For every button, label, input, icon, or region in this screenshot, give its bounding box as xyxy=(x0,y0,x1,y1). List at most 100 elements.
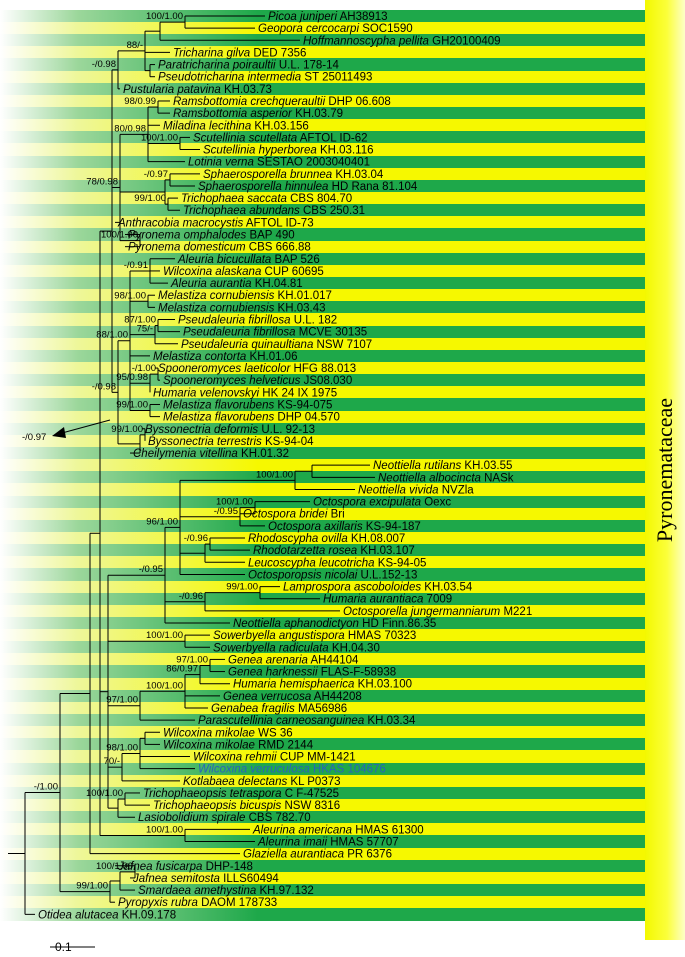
row-band xyxy=(0,9,645,23)
taxon-voucher: KH.03.79 xyxy=(292,108,343,120)
arrow-head xyxy=(52,427,66,438)
taxon-label: Cheilymenia vitellina KH.01.32 xyxy=(133,448,289,460)
taxon-label: Ramsbottomia asperior KH.03.79 xyxy=(173,108,343,120)
taxon-voucher: Oexc xyxy=(421,497,451,509)
support-value: 98/0.99 xyxy=(124,96,156,107)
row-band xyxy=(0,398,645,412)
support-value: 100/1.00 xyxy=(146,824,183,835)
row-band xyxy=(0,544,645,557)
support-value: 100/1.00 xyxy=(216,497,253,508)
taxon-voucher: KH.01.06 xyxy=(246,351,297,363)
support-value: 99/1.00 xyxy=(116,400,148,411)
taxon-name: Melastiza contorta xyxy=(153,351,246,363)
row-band xyxy=(0,22,645,35)
taxon-name: Pyropyxis rubra xyxy=(118,897,198,909)
taxon-label: Octosporella jungermanniarum M221 xyxy=(343,606,532,618)
taxon-label: Tricharina gilva DED 7356 xyxy=(173,47,306,59)
taxon-label: Neottiella vivida NVZla xyxy=(358,484,474,496)
taxon-voucher: NVZla xyxy=(439,484,475,496)
taxon-label: Genea arenaria AH44104 xyxy=(228,654,359,666)
arrow-shaft xyxy=(61,419,111,434)
taxon-name: Humaria velenovskyi xyxy=(153,387,260,399)
taxon-name: Jafnea fusicarpa xyxy=(117,861,202,873)
support-value: 96/1.00 xyxy=(146,516,178,527)
taxon-voucher: WS 36 xyxy=(255,727,293,739)
support-value: 95/0.98 xyxy=(116,372,148,383)
taxon-voucher: HD Finn.86.35 xyxy=(359,618,436,630)
taxon-voucher: AFTOL ID-73 xyxy=(243,217,313,229)
taxon-label: Scutellinia hyperborea KH.03.116 xyxy=(203,145,373,157)
taxon-voucher: Bri xyxy=(327,509,344,521)
taxon-label: Jafnea semitosta ILLS60494 xyxy=(132,873,279,885)
taxon-label: Trichophaeopsis bicuspis NSW 8316 xyxy=(153,800,340,812)
taxon-name: Byssonectria terrestris xyxy=(148,436,262,448)
row-band xyxy=(0,289,645,302)
support-value: 99/1.00 xyxy=(226,582,258,593)
taxon-name: Sowerbyella angustispora xyxy=(213,630,345,642)
taxon-voucher: KH.03.04 xyxy=(332,169,384,181)
taxon-name: Miladina lecithina xyxy=(163,120,251,132)
row-band xyxy=(0,277,645,290)
row-band xyxy=(0,264,645,278)
row-band xyxy=(0,192,645,205)
taxon-voucher: PR 6376 xyxy=(344,849,392,861)
taxon-name: Glaziella aurantiaca xyxy=(243,849,344,861)
support-value: 99/1.00 xyxy=(134,193,166,204)
taxon-label: Glaziella aurantiaca PR 6376 xyxy=(243,849,392,861)
support-value: 86/0.97 xyxy=(166,664,198,675)
taxon-voucher: AH44208 xyxy=(311,691,362,703)
taxon-voucher: HMAS 57707 xyxy=(327,837,399,849)
taxon-name: Kotlabaea delectans xyxy=(183,776,287,788)
taxon-label: Pseudaleuria fibrillosa U.L. 182 xyxy=(178,315,337,327)
support-value: -/0.98 xyxy=(92,59,116,70)
taxon-name: Picoa juniperi xyxy=(268,11,337,23)
taxon-voucher: AFTOL ID-62 xyxy=(297,132,367,144)
support-value: 98/1.00 xyxy=(106,743,138,754)
row-band xyxy=(0,313,645,327)
row-band xyxy=(0,240,645,254)
row-band xyxy=(0,592,645,606)
row-band xyxy=(0,750,645,764)
taxon-label: Pustularia patavina KH.03.73 xyxy=(123,84,272,96)
row-band xyxy=(0,799,645,812)
taxon-name: Genea harknessii xyxy=(228,667,318,679)
taxon-label: Melastiza contorta KH.01.06 xyxy=(153,351,297,363)
taxon-label: Humaria aurantiaca 7009 xyxy=(323,594,452,606)
row-band xyxy=(0,738,645,751)
taxon-voucher: KH.03.54 xyxy=(421,582,473,594)
support-value: -/1.00 xyxy=(34,782,58,793)
row-band xyxy=(0,859,645,873)
taxon-name: Aleuria aurantia xyxy=(170,278,252,290)
taxon-voucher: DHP-148 xyxy=(202,861,253,873)
row-band xyxy=(0,119,645,132)
taxon-voucher: CUP MM-1421 xyxy=(277,752,356,764)
row-band xyxy=(0,629,645,642)
taxon-label: Pyronema omphalodes BAP 490 xyxy=(128,230,295,242)
taxon-name: Ramsbottomia crechqueraultii xyxy=(173,96,326,108)
taxon-label: Aleurina imaii HMAS 57707 xyxy=(257,837,399,849)
taxon-name: Paratricharina poiraultii xyxy=(158,60,276,72)
taxon-voucher: KS-94-075 xyxy=(274,399,332,411)
taxon-name: Otidea alutacea xyxy=(38,909,119,921)
row-band xyxy=(0,216,645,229)
arrow-support-value: -/0.97 xyxy=(22,432,46,443)
taxon-label: Byssonectria terrestris KS-94-04 xyxy=(148,436,314,448)
taxon-label: Melastiza cornubiensis KH.03.43 xyxy=(158,302,326,314)
taxon-label: Sphaerosporella brunnea KH.03.04 xyxy=(203,169,384,181)
scale-label: 0.1 xyxy=(55,940,72,954)
taxon-label: Sphaerosporella hinnulea HD Rana 81.104 xyxy=(198,181,418,193)
taxon-name: Neottiella aphanodictyon xyxy=(233,618,359,630)
row-band xyxy=(0,665,645,679)
support-value: -/0.91 xyxy=(124,260,148,271)
taxon-voucher: KS-94-04 xyxy=(262,436,314,448)
taxon-name: Pustularia patavina xyxy=(123,84,221,96)
taxon-voucher: CBS 782.70 xyxy=(245,812,310,824)
row-bands xyxy=(0,9,645,921)
taxon-label: Genea harknessii FLAS-F-58938 xyxy=(228,667,396,679)
taxon-voucher: RMD 2144 xyxy=(255,739,314,751)
taxon-name: Tricharina gilva xyxy=(173,47,250,59)
row-band xyxy=(0,689,645,703)
support-value: 97/1.00 xyxy=(176,654,208,665)
taxon-voucher: BAP 526 xyxy=(271,254,319,266)
taxon-name: Sphaerosporella hinnulea xyxy=(198,181,328,193)
